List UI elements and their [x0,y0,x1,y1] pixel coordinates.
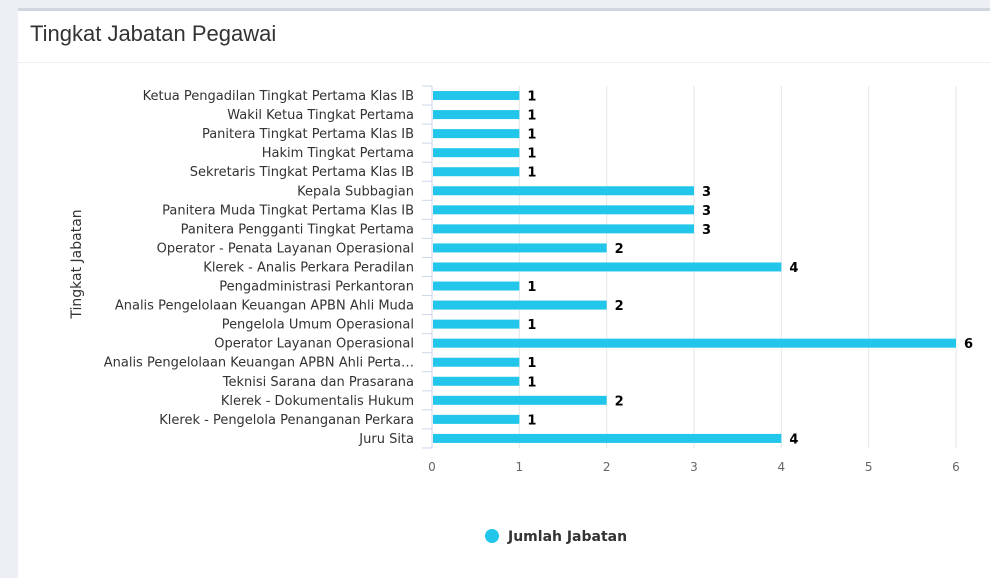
legend-marker-icon[interactable] [485,529,499,543]
bar[interactable] [433,433,782,443]
bar[interactable] [433,91,520,101]
bar[interactable] [433,395,607,405]
data-label: 1 [527,128,536,143]
category-label: Klerek - Dokumentalis Hukum [221,394,414,409]
bar[interactable] [433,376,520,386]
category-label: Analis Pengelolaan Keuangan APBN Ahli Pe… [104,356,414,371]
x-tick-label: 0 [428,460,436,474]
bar[interactable] [433,186,694,196]
category-label: Klerek - Pengelola Penanganan Perkara [159,413,414,428]
category-label: Teknisi Sarana dan Prasarana [222,375,414,390]
bar[interactable] [433,205,694,215]
category-label: Hakim Tingkat Pertama [262,146,414,161]
data-label: 1 [527,147,536,162]
data-label: 1 [527,318,536,333]
category-label: Operator Layanan Operasional [214,337,414,352]
legend-item-label[interactable]: Jumlah Jabatan [507,529,627,545]
data-label: 1 [527,90,536,105]
data-label: 4 [789,432,798,447]
bar[interactable] [433,110,520,120]
category-label: Kepala Subbagian [297,184,414,199]
bar[interactable] [433,129,520,139]
category-label: Ketua Pengadilan Tingkat Pertama Klas IB [143,89,414,104]
card-header: Tingkat Jabatan Pegawai [18,11,990,63]
bar[interactable] [433,281,520,291]
x-tick-label: 1 [516,460,524,474]
data-label: 2 [615,299,624,314]
chart-card: Tingkat Jabatan Pegawai [18,8,990,578]
data-label: 2 [615,242,624,257]
bar[interactable] [433,148,520,158]
data-label: 6 [964,337,973,352]
category-label: Panitera Muda Tingkat Pertama Klas IB [162,203,414,218]
x-tick-label: 3 [690,460,698,474]
x-tick-label: 6 [952,460,960,474]
bar[interactable] [433,262,782,272]
data-label: 1 [527,280,536,295]
bar[interactable] [433,224,694,234]
x-tick-label: 5 [865,460,873,474]
data-label: 1 [527,166,536,181]
bar[interactable] [433,243,607,253]
category-label: Analis Pengelolaan Keuangan APBN Ahli Mu… [115,299,414,314]
bar[interactable] [433,414,520,424]
category-label: Juru Sita [358,432,414,447]
y-axis-title: Tingkat Jabatan [69,209,85,319]
data-label: 1 [527,413,536,428]
x-tick-label: 2 [603,460,611,474]
data-label: 3 [702,223,711,238]
data-label: 4 [789,261,798,276]
data-label: 1 [527,356,536,371]
bar[interactable] [433,167,520,177]
data-label: 3 [702,204,711,219]
category-label: Wakil Ketua Tingkat Pertama [227,108,414,123]
bar[interactable] [433,319,520,329]
card-title: Tingkat Jabatan Pegawai [30,21,277,46]
category-label: Klerek - Analis Perkara Peradilan [203,260,414,275]
category-label: Pengadministrasi Perkantoran [219,280,414,295]
category-label: Operator - Penata Layanan Operasional [157,241,414,256]
data-label: 1 [527,375,536,390]
x-tick-label: 4 [778,460,786,474]
category-label: Pengelola Umum Operasional [222,318,414,333]
category-label: Sekretaris Tingkat Pertama Klas IB [190,165,414,180]
data-label: 1 [527,109,536,124]
category-label: Panitera Tingkat Pertama Klas IB [202,127,414,142]
category-label: Panitera Pengganti Tingkat Pertama [181,222,414,237]
data-label: 2 [615,394,624,409]
bar[interactable] [433,338,956,348]
bar[interactable] [433,357,520,367]
data-label: 3 [702,185,711,200]
bar[interactable] [433,300,607,310]
